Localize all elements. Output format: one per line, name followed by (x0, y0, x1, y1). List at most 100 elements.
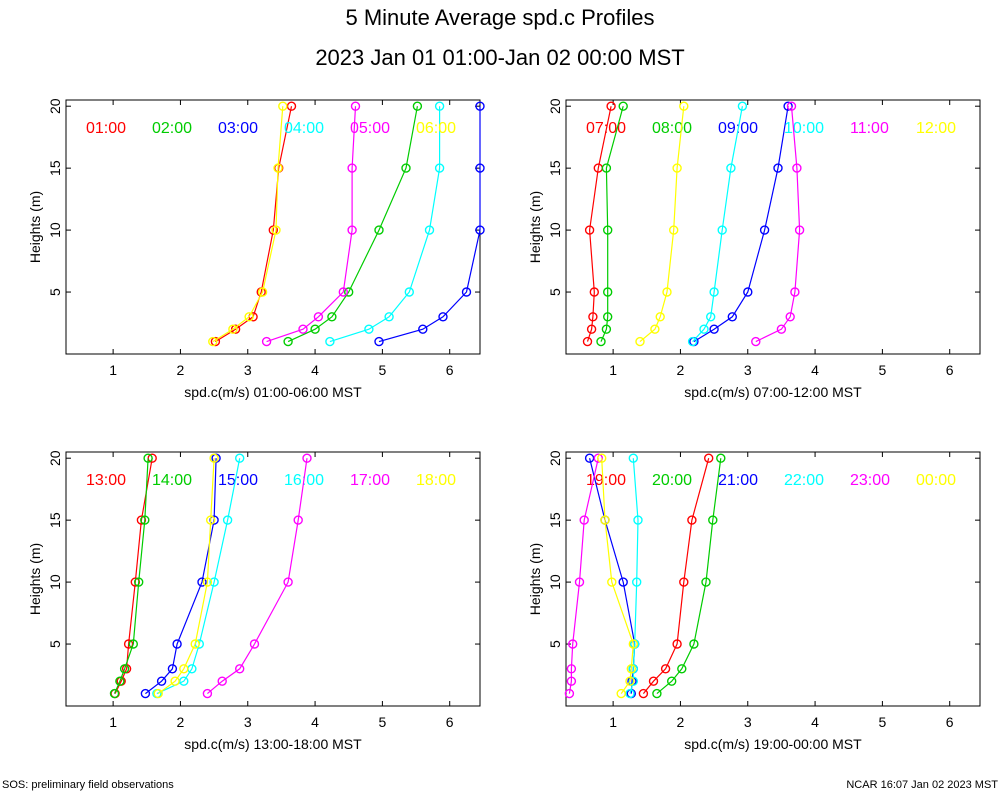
data-point (669, 225, 679, 235)
data-point (115, 676, 125, 686)
data-point (679, 577, 689, 587)
series-line (639, 106, 685, 343)
x-axis-label: spd.c(m/s) 01:00-06:00 MST (184, 384, 362, 400)
data-point (344, 287, 354, 297)
data-point (650, 324, 660, 334)
x-axis-label: spd.c(m/s) 07:00-12:00 MST (684, 384, 862, 400)
y-tick-label: 10 (547, 222, 563, 238)
x-tick-label: 2 (677, 362, 685, 378)
data-point (209, 453, 219, 463)
x-tick-label: 2 (177, 714, 185, 730)
data-point (197, 577, 207, 587)
data-point (347, 163, 357, 173)
x-tick-label: 1 (109, 362, 117, 378)
data-point (123, 639, 134, 649)
data-point (153, 688, 163, 699)
legend-entry: 12:00 (916, 120, 956, 137)
data-point (635, 336, 645, 347)
data-point (244, 312, 254, 322)
series-2000 (652, 453, 726, 699)
y-tick-label: 5 (47, 288, 63, 296)
data-point (743, 287, 753, 297)
series-line (113, 458, 149, 694)
series-line (642, 458, 710, 694)
x-tick-label: 6 (946, 714, 954, 730)
series-0200 (283, 101, 423, 347)
y-axis-label: Heights (m) (527, 543, 543, 615)
data-point (268, 225, 278, 235)
legend-entry: 10:00 (784, 120, 824, 137)
data-point (597, 453, 607, 463)
data-point (628, 453, 638, 463)
data-point (606, 101, 616, 111)
x-tick-label: 4 (311, 714, 319, 730)
data-point (704, 453, 714, 463)
data-point (709, 324, 719, 334)
data-point (717, 225, 727, 235)
data-point (228, 324, 238, 334)
y-tick-label: 10 (547, 574, 563, 590)
data-point (128, 639, 139, 649)
series-2200 (625, 453, 643, 699)
data-point (302, 453, 312, 463)
data-point (170, 676, 180, 686)
legend-entry: 08:00 (652, 120, 692, 137)
data-point (133, 577, 144, 587)
data-point (751, 336, 761, 347)
data-point (156, 676, 167, 686)
profile-panel-4: 1 2 3 4 5 6 5 10 15 20 spd.c(m/s) 19:00-00:00 MST H… (527, 450, 981, 752)
data-point (776, 324, 787, 334)
data-point (568, 639, 578, 649)
series-line (656, 458, 722, 695)
data-point (278, 101, 288, 111)
legend-entry: 22:00 (784, 472, 824, 489)
data-point (566, 664, 577, 674)
x-tick-label: 3 (244, 714, 252, 730)
x-tick-label: 4 (811, 362, 819, 378)
data-point (625, 688, 635, 699)
legend-entry: 20:00 (652, 472, 692, 489)
legend-entry: 00:00 (916, 472, 956, 489)
data-point (374, 225, 384, 235)
data-point (210, 336, 221, 347)
data-point (579, 515, 589, 525)
series-line (215, 106, 293, 343)
data-point (217, 676, 227, 686)
data-point (574, 577, 585, 587)
series-0000 (597, 453, 638, 699)
y-tick-label: 5 (47, 640, 63, 648)
legend-entry: 05:00 (350, 120, 390, 137)
x-tick-label: 3 (744, 362, 752, 378)
series-line (378, 106, 481, 343)
plot-frame (565, 99, 981, 355)
series-line (287, 106, 418, 343)
data-point (261, 336, 272, 347)
series-1300 (110, 453, 157, 699)
profile-panel-2: 1 2 3 4 5 6 5 10 15 20 spd.c(m/s) 07:00-12:00 MST H… (527, 98, 981, 400)
data-point (566, 676, 577, 686)
data-point (205, 515, 216, 525)
data-point (618, 577, 628, 587)
series-line (600, 106, 624, 342)
series-0500 (261, 101, 361, 347)
data-point (310, 324, 320, 334)
series-1600 (152, 453, 245, 699)
legend-entry: 03:00 (218, 120, 258, 137)
profile-panel-3: 1 2 3 4 5 6 5 10 15 20 spd.c(m/s) 13:00-18:00 MST H… (27, 450, 481, 752)
data-point (652, 688, 662, 699)
data-point (338, 287, 348, 297)
y-axis-label: Heights (m) (527, 191, 543, 263)
x-tick-label: 4 (811, 714, 819, 730)
data-point (790, 287, 800, 297)
series-2100 (584, 453, 640, 699)
legend-entry: 01:00 (86, 120, 126, 137)
legend-entry: 11:00 (850, 120, 889, 137)
data-point (475, 101, 485, 111)
data-point (586, 324, 597, 334)
series-line (156, 458, 241, 695)
data-point (273, 163, 283, 173)
y-tick-label: 15 (547, 160, 563, 176)
data-point (208, 336, 218, 347)
data-point (677, 664, 687, 674)
series-line (755, 106, 801, 343)
